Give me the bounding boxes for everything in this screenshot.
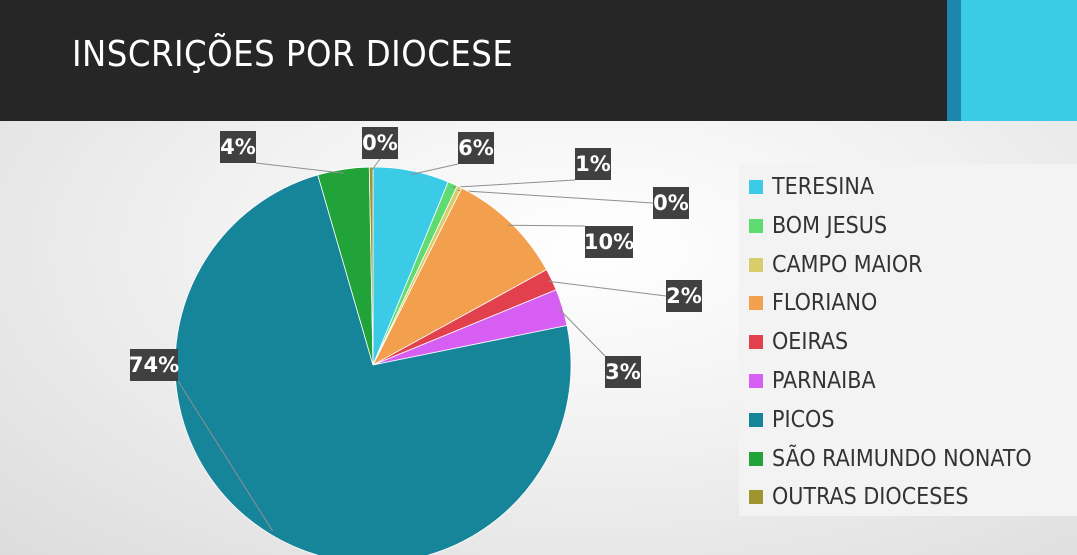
legend-swatch	[749, 490, 763, 505]
data-label-picos: 74%	[129, 353, 179, 377]
legend-swatch	[749, 180, 763, 194]
legend-swatch	[749, 412, 763, 427]
legend-item-outras-dioceses: OUTRAS DIOCESES	[749, 482, 969, 512]
legend-item-floriano: FLORIANO	[749, 288, 877, 318]
data-label-outras-dioceses: 0%	[362, 131, 398, 155]
legend-swatch	[749, 335, 763, 350]
legend-label: PARNAIBA	[772, 368, 876, 394]
legend-item-bom-jesus: BOM JESUS	[749, 211, 887, 241]
leader-line-campo-maior	[457, 190, 654, 204]
data-label-sao-raimundo-nonato: 4%	[220, 135, 256, 159]
data-label-box-sao-raimundo-nonato	[220, 131, 256, 163]
legend-swatch	[749, 451, 763, 466]
data-label-box-bom-jesus	[575, 148, 611, 180]
legend-label: OEIRAS	[772, 329, 849, 356]
legend-swatch	[749, 218, 763, 233]
legend-item-oeiras: OEIRAS	[749, 327, 848, 357]
leader-line-picos	[177, 380, 274, 532]
legend-label: FLORIANO	[772, 290, 878, 317]
legend-item-picos: PICOS	[749, 405, 834, 435]
legend-swatch	[749, 374, 763, 388]
data-label-box-oeiras	[666, 280, 702, 312]
data-label-floriano: 10%	[584, 230, 634, 254]
leader-line-oeiras	[548, 280, 667, 297]
leader-line-teresina	[410, 163, 459, 176]
leader-line-parnaiba	[558, 308, 606, 357]
data-label-oeiras: 2%	[666, 284, 702, 308]
data-label-box-floriano	[585, 226, 633, 258]
data-label-campo-maior: 0%	[653, 191, 689, 215]
legend-swatch	[749, 296, 763, 311]
accent-block	[961, 0, 1077, 121]
data-label-box-outras-dioceses	[362, 127, 398, 159]
data-label-teresina: 6%	[458, 136, 494, 160]
data-label-box-picos	[130, 349, 178, 381]
legend-label: OUTRAS DIOCESES	[772, 484, 969, 511]
pie-slice-floriano	[372, 187, 548, 366]
legend-item-parnaiba: PARNAIBA	[749, 366, 876, 396]
chart-legend: TERESINA BOM JESUS CAMPO MAIOR FLORIANO OEIR…	[739, 164, 1077, 516]
data-label-box-campo-maior	[653, 187, 689, 219]
leader-line-outras-dioceses	[370, 158, 381, 172]
accent-strip	[947, 0, 961, 121]
data-label-parnaiba: 3%	[605, 360, 641, 384]
header-bar: INSCRIÇÕES POR DIOCESE	[0, 0, 947, 121]
leader-line-floriano	[507, 224, 586, 227]
pie-slice-outras-dioceses	[368, 166, 374, 366]
legend-label: PICOS	[772, 406, 835, 433]
leader-line-sao-raimundo-nonato	[255, 162, 344, 174]
legend-label: SÃO RAIMUNDO NONATO	[772, 445, 1032, 472]
data-label-bom-jesus: 1%	[575, 152, 611, 176]
legend-label: CAMPO MAIOR	[772, 251, 923, 278]
legend-item-teresina: TERESINA	[749, 172, 874, 202]
legend-label: BOM JESUS	[772, 212, 888, 239]
legend-item-sao-raimundo-nonato: SÃO RAIMUNDO NONATO	[749, 444, 1032, 474]
legend-swatch	[749, 257, 763, 272]
legend-label: TERESINA	[772, 174, 875, 200]
data-label-box-parnaiba	[605, 356, 641, 388]
data-label-box-teresina	[458, 132, 494, 164]
legend-item-campo-maior: CAMPO MAIOR	[749, 250, 923, 280]
pie-chart: 6% 1% 0% 10% 2% 3% 74% 4% 0%	[129, 127, 702, 555]
page-title: INSCRIÇÕES POR DIOCESE	[72, 34, 514, 75]
leader-line-bom-jesus	[451, 179, 576, 188]
